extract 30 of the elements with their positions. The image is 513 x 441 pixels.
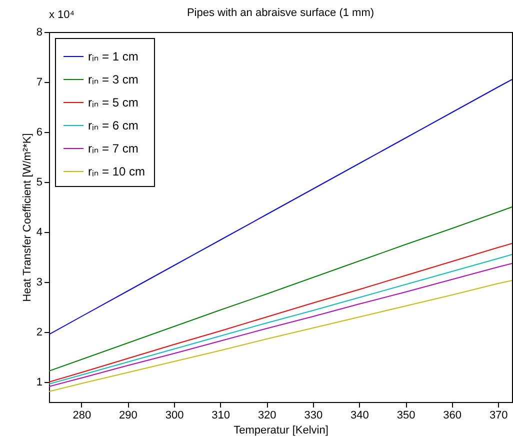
y-tick-label: 5 <box>36 176 42 188</box>
legend-label: rᵢₙ = 7 cm <box>88 142 138 156</box>
x-axis-title: Temperatur [Kelvin] <box>234 424 328 436</box>
line-series <box>49 206 512 372</box>
legend-label: rᵢₙ = 6 cm <box>88 118 138 132</box>
y-tick-label: 2 <box>36 326 42 338</box>
x-tick-label: 360 <box>443 410 462 422</box>
legend-label: rᵢₙ = 1 cm <box>88 50 138 64</box>
legend-label: rᵢₙ = 3 cm <box>88 72 138 86</box>
x-tick-label: 340 <box>350 410 369 422</box>
y-tick-label: 8 <box>36 26 42 38</box>
x-tick-label: 350 <box>396 410 416 422</box>
x-tick-label: 370 <box>489 410 508 422</box>
x-tick-label: 310 <box>212 410 230 422</box>
x-tick-label: 330 <box>304 410 323 422</box>
y-tick-label: 7 <box>36 76 42 88</box>
y-tick-label: 1 <box>36 376 42 388</box>
legend-label: rᵢₙ = 5 cm <box>88 96 138 110</box>
y-tick-label: 4 <box>36 226 42 238</box>
x-tick-label: 290 <box>119 410 138 422</box>
x-tick-label: 320 <box>258 410 276 422</box>
y-axis-title: Heat Transfer Coefficient [W/m²*K] <box>21 133 34 302</box>
x-tick-label: 280 <box>72 410 92 422</box>
y-tick-label: 6 <box>36 126 42 138</box>
legend-label: rᵢₙ = 10 cm <box>88 164 146 178</box>
y-tick-label: 3 <box>36 276 42 288</box>
chart-title: Pipes with an abraisve surface (1 mm) <box>186 7 374 19</box>
x-tick-label: 300 <box>165 410 184 422</box>
line-series <box>49 280 512 392</box>
text: x 10⁴ <box>49 9 75 21</box>
